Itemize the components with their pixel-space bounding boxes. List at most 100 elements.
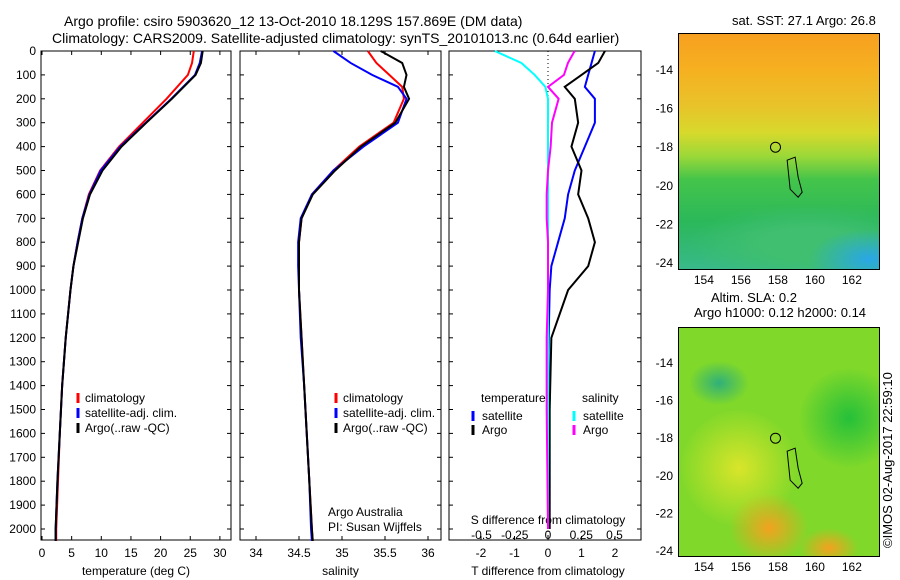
map-lon-label: 158	[768, 273, 788, 287]
x2-tick-label: -0.25	[501, 528, 529, 542]
depth-tick-label: 2000	[9, 522, 36, 536]
x-axis-label: T difference from climatology	[471, 564, 625, 578]
reef-contour	[786, 447, 803, 489]
series-line-Argo-raw-QC-	[298, 50, 411, 542]
series-line-Argo-raw-QC-	[54, 50, 204, 541]
series-line-salinity-satellite	[494, 50, 549, 529]
map-lat-label: -24	[656, 256, 674, 270]
x-tick-label: 1	[578, 546, 585, 560]
x2-tick-label: 0.25	[570, 528, 594, 542]
depth-tick-label: 1400	[9, 379, 36, 393]
map-lon-label: 156	[731, 273, 751, 287]
x-tick-label: 10	[95, 546, 109, 560]
x-tick-label: 35.5	[373, 546, 397, 560]
map-lat-label: -24	[656, 544, 674, 558]
x-tick-label: 34	[249, 546, 263, 560]
map-lat-label: -22	[656, 217, 674, 231]
x-tick-label: 2	[612, 546, 619, 560]
title-line1: Argo profile: csiro 5903620_12 13-Oct-20…	[64, 13, 523, 29]
map-lat-label: -22	[656, 506, 674, 520]
map-lon-label: 162	[842, 560, 862, 574]
title-line2: Climatology: CARS2009. Satellite-adjuste…	[52, 30, 620, 46]
depth-tick-label: 200	[16, 92, 36, 106]
depth-tick-label: 500	[16, 164, 36, 178]
depth-tick-label: 300	[16, 116, 36, 130]
legend-title-temperature: temperature	[481, 391, 546, 405]
x-tick-label: 30	[213, 546, 227, 560]
series-line-satellite-adj-clim-	[54, 50, 204, 541]
sst-map	[678, 33, 880, 270]
x-tick-label: 20	[154, 546, 168, 560]
x2-tick-label: 0	[545, 528, 552, 542]
x2-tick-label: 0.5	[606, 528, 623, 542]
depth-tick-label: 1800	[9, 474, 36, 488]
sst-map-title: sat. SST: 27.1 Argo: 26.8	[732, 13, 876, 28]
map-lon-label: 158	[768, 560, 788, 574]
x-tick-label: -2	[476, 546, 487, 560]
depth-tick-label: 1000	[9, 283, 36, 297]
legend-label: satellite-adj. clim.	[343, 406, 435, 420]
argo-position-marker	[769, 432, 781, 444]
argo-position-marker	[769, 141, 781, 153]
x-tick-label: -1	[509, 546, 520, 560]
plot-frame-1	[40, 50, 232, 541]
map-lat-label: -14	[656, 356, 674, 370]
map-lon-label: 162	[842, 273, 862, 287]
series-line-salinity-Argo	[545, 50, 576, 530]
series-line-temperature-satellite	[547, 50, 596, 529]
depth-tick-label: 1100	[10, 307, 36, 321]
legend-label: Argo	[482, 423, 508, 437]
plot-frame-2	[239, 50, 442, 541]
x-tick-label: 15	[124, 546, 138, 560]
legend-label: satellite	[482, 409, 523, 423]
map-lat-label: -14	[656, 63, 674, 77]
plot-frame-3	[448, 50, 642, 541]
reef-contour	[786, 156, 803, 198]
x-axis-label: salinity	[322, 564, 359, 578]
legend-label: Argo	[583, 423, 609, 437]
depth-tick-label: 1600	[9, 426, 36, 440]
legend-label: satellite-adj. clim.	[85, 406, 177, 420]
annotation-institution: Argo Australia	[328, 505, 403, 519]
x-tick-label: 35	[335, 546, 349, 560]
x-tick-label: 5	[68, 546, 75, 560]
map-lat-label: -20	[656, 179, 674, 193]
legend-label: Argo(..raw -QC)	[85, 421, 170, 435]
legend-title-salinity: salinity	[582, 391, 619, 405]
x-axis-label: temperature (deg C)	[82, 564, 190, 578]
map-lat-label: -16	[656, 394, 674, 408]
legend-label: satellite	[583, 409, 624, 423]
x-tick-label: 36	[421, 546, 435, 560]
map-lat-label: -18	[656, 431, 674, 445]
x-tick-label: 34.5	[287, 546, 311, 560]
series-line-climatology	[298, 50, 405, 542]
depth-tick-label: 1700	[9, 450, 36, 464]
sla-map	[678, 327, 880, 557]
legend-label: climatology	[85, 391, 145, 405]
map-lat-label: -18	[656, 140, 674, 154]
sla-map-title2: Argo h1000: 0.12 h2000: 0.14	[694, 305, 867, 320]
map-lon-label: 154	[694, 560, 714, 574]
depth-tick-label: 1500	[9, 403, 36, 417]
depth-tick-label: 900	[16, 259, 36, 273]
map-lat-label: -20	[656, 469, 674, 483]
depth-tick-label: 600	[16, 187, 36, 201]
depth-tick-label: 1900	[9, 498, 36, 512]
depth-tick-label: 1200	[9, 331, 36, 345]
annotation-pi: PI: Susan Wijffels	[328, 520, 422, 534]
series-line-temperature-Argo	[548, 50, 606, 529]
depth-tick-label: 800	[16, 235, 36, 249]
map-lon-label: 156	[731, 560, 751, 574]
x-tick-label: 0	[545, 546, 552, 560]
depth-tick-label: 0	[29, 44, 36, 58]
sla-map-title1: Altim. SLA: 0.2	[711, 290, 797, 305]
map-lon-label: 160	[805, 273, 825, 287]
depth-tick-label: 400	[16, 140, 36, 154]
x-tick-label: 0	[39, 546, 46, 560]
series-line-climatology	[55, 50, 195, 541]
map-lon-label: 154	[694, 273, 714, 287]
x-tick-label: 25	[184, 546, 198, 560]
depth-tick-label: 700	[16, 211, 36, 225]
